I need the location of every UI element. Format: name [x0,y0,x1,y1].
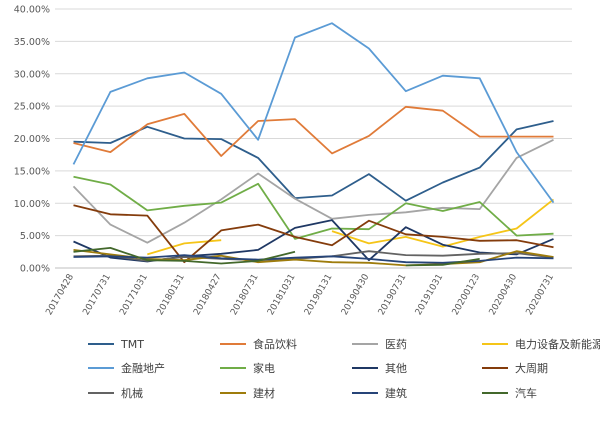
x-tick-label: 20180427 [192,273,224,318]
x-tick-label: 20170731 [81,273,113,318]
x-tick-label: 20180731 [229,273,261,318]
legend-label: 建材 [253,386,275,400]
x-tick-label: 20171031 [118,273,150,318]
legend-item: 机械 [88,386,143,400]
legend-label: 汽车 [515,386,537,400]
series-line [72,138,554,244]
series-line [73,246,296,265]
x-tick-label: 20191031 [414,273,446,318]
x-tick-label: 20181031 [266,273,298,318]
series-5 [73,175,554,240]
y-tick-label: 5.00% [20,231,50,242]
legend-label: 电力设备及新能源 [515,337,600,351]
series-line [73,254,554,264]
y-tick-label: 30.00% [14,69,50,80]
y-tick-label: 40.00% [14,5,50,16]
legend-item: 电力设备及新能源 [482,337,600,351]
series-line [72,22,555,204]
series-11 [73,246,480,267]
y-axis-ticks: 0.00% 5.00% 10.00% 15.00% 20.00% 25.00% 30.00%… [14,5,50,275]
legend-item: 汽车 [482,386,537,400]
series-line [147,239,222,256]
series-line [73,249,554,267]
y-tick-label: 0.00% [20,264,50,275]
legend-label: 金融地产 [121,361,165,375]
x-tick-label: 20170428 [44,272,76,317]
y-tick-label: 25.00% [14,102,50,113]
legend-item: 金融地产 [88,361,165,375]
legend-label: 医药 [385,338,407,351]
series-line [405,258,480,267]
legend-label: 食品饮料 [253,337,297,351]
legend-label: 家电 [253,361,275,375]
series-4 [72,22,555,204]
y-tick-label: 10.00% [14,199,50,210]
x-tick-label: 20200731 [525,273,557,318]
legend-item: 建材 [220,386,275,400]
x-tick-label: 20200430 [488,272,520,317]
series-1 [73,105,554,157]
legend-item: 建筑 [352,386,407,400]
legend-item: 家电 [220,361,275,375]
legend-item: 其他 [352,362,407,375]
x-tick-label: 20190430 [340,272,372,317]
series-line [73,120,554,202]
legend-label: 机械 [121,386,143,400]
legend-item: 大周期 [482,361,548,375]
legend-item: 食品饮料 [220,337,297,351]
legend-label: 建筑 [385,386,407,400]
series-line [73,105,554,157]
x-tick-label: 20190731 [377,273,409,318]
series-line [331,198,555,248]
x-tick-label: 20190131 [303,273,335,318]
legend-item: TMT [88,338,144,351]
x-tick-label: 20180131 [155,273,187,318]
series-0 [73,120,554,202]
legend-label: 大周期 [515,361,548,375]
x-tick-label: 20200123 [451,273,483,318]
y-tick-label: 35.00% [14,37,50,48]
series-7 [73,204,554,264]
series-9 [73,249,554,267]
x-axis-ticks: 20170428 20170731 20171031 20180131 20180427… [44,272,556,317]
y-tick-label: 15.00% [14,166,50,177]
series-10 [73,254,554,264]
series-line [73,204,554,264]
legend-label: TMT [120,338,144,351]
series-line [73,175,554,240]
y-tick-label: 20.00% [14,134,50,145]
legend-label: 其他 [385,362,407,375]
series-2 [72,138,554,244]
legend-item: 医药 [352,338,407,351]
gridlines [55,8,572,269]
series-lines [72,22,555,267]
